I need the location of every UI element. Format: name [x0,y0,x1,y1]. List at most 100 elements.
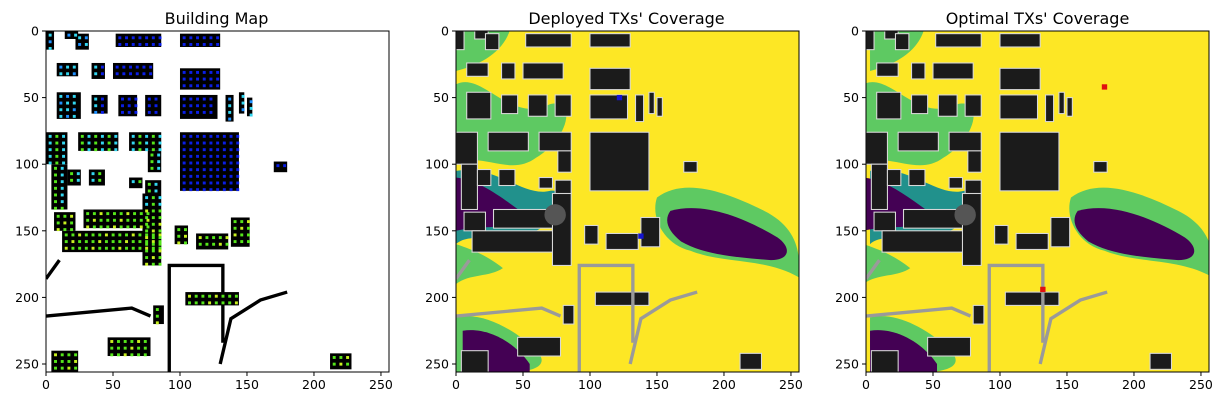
building-outline [866,306,972,318]
building-dot [121,104,124,108]
building-dot [209,181,213,185]
building-dot [222,154,226,158]
building-dot [202,42,206,46]
building [948,131,982,152]
building-dot [143,340,147,343]
building-dot [86,225,90,229]
building-dot [104,233,108,237]
building-dot [216,174,220,178]
building-dot [138,134,142,138]
building [589,131,650,192]
building-dot [182,84,186,88]
building [1066,97,1073,117]
building [554,179,572,195]
building-dot [54,180,57,184]
building-dot [64,233,68,237]
building-dot [177,234,181,238]
building-dot [151,202,155,206]
building-dot [216,181,220,185]
building-dot [158,42,162,46]
building-outline [866,259,881,280]
building [1015,232,1049,250]
building-dot [196,42,200,46]
building-dot [177,241,181,245]
building [964,94,982,117]
building [999,33,1041,48]
y-tick-label: 0 [851,24,859,39]
building-dot [145,134,149,138]
building [683,161,698,173]
building-dot [196,141,200,145]
building-dot [139,212,143,216]
y-tick-label: 150 [425,223,449,238]
building-dot [94,104,98,108]
building-dot [182,154,186,158]
building-dot [48,33,52,37]
x-tick-label: 100 [168,377,192,392]
building-dot [276,164,280,168]
building-dot [110,353,114,357]
building [999,67,1041,91]
building-dot [117,346,120,350]
building [330,353,352,370]
building-dot [236,154,240,158]
building-dot [111,240,115,244]
building-dot [236,134,240,138]
building-dot [98,246,102,250]
building-dot [60,360,64,363]
building-dot [182,77,186,81]
building-outline [1038,290,1108,365]
building-dot [196,168,200,172]
x-tick-label: 0 [862,377,870,392]
building-dot [346,362,350,366]
building-dot [54,353,57,357]
building-dot [184,228,187,232]
building-dot [147,104,151,108]
building-dot [236,141,240,145]
building-dot [202,97,206,101]
building [589,67,631,91]
building-dot [202,188,206,192]
building-dot [339,356,343,359]
building-dot [100,141,104,145]
building-dot [70,172,74,176]
x-tick-label: 0 [42,377,50,392]
building-dot [74,353,78,357]
building-dot [100,65,104,69]
building-dot [189,168,193,172]
building-dot [229,168,233,172]
building-dot [76,172,80,176]
building-dot [214,301,218,305]
building-dot [48,154,52,158]
building-dot [145,246,149,250]
building-dot [147,110,151,114]
building-dot [228,294,232,298]
building-dot [138,180,142,184]
building [196,233,229,250]
building-dot [151,216,155,220]
building-dot [127,104,131,108]
building-dot [100,110,104,114]
x-tick-label: 200 [1122,377,1146,392]
building [463,211,487,232]
building [589,94,629,120]
building [538,176,554,189]
y-tick-label: 50 [433,90,449,105]
building-dot [196,104,200,108]
building-dot [249,113,253,117]
building-dot [139,218,143,222]
building-dot [145,229,149,233]
building-dot [146,218,150,222]
building-dot [138,42,142,46]
building-dot [228,301,232,305]
building-dot [100,134,104,138]
building [866,31,875,51]
building-dot [145,240,149,244]
building-dot [74,33,78,37]
building-dot [127,97,131,101]
building-dot [145,209,149,213]
building-dot [177,228,181,232]
building-dot [54,166,57,170]
building-dot [112,225,116,229]
building-dot [87,141,91,145]
